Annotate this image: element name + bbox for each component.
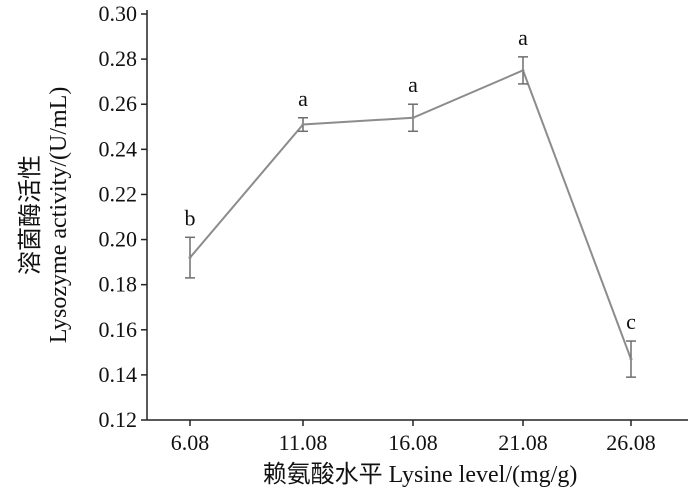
series: b a a a c <box>185 25 636 378</box>
significance-label: a <box>298 86 308 111</box>
significance-label: b <box>185 205 196 230</box>
x-tick-label: 6.08 <box>171 430 210 455</box>
data-point <box>301 123 305 127</box>
y-tick-label: 0.20 <box>99 227 138 252</box>
significance-label: a <box>408 72 418 97</box>
y-axis-title-cn: 溶菌酶活性 <box>17 155 44 275</box>
y-tick-label: 0.16 <box>99 317 138 342</box>
axes <box>146 10 688 421</box>
x-ticks: 6.08 11.08 16.08 21.08 26.08 <box>171 420 656 455</box>
y-tick-label: 0.30 <box>99 1 138 26</box>
data-point <box>521 68 525 72</box>
y-tick-label: 0.24 <box>99 136 138 161</box>
x-tick-label: 21.08 <box>498 430 548 455</box>
x-axis-title: 赖氨酸水平 Lysine level/(mg/g) <box>263 461 578 488</box>
series-line <box>189 69 632 360</box>
x-tick-label: 11.08 <box>279 430 328 455</box>
y-tick-label: 0.18 <box>99 272 138 297</box>
y-axis-title-en: Lysozyme activity/(U/mL) <box>46 87 72 344</box>
y-tick-label: 0.26 <box>99 91 138 116</box>
x-tick-label: 26.08 <box>606 430 656 455</box>
y-tick-label: 0.28 <box>99 46 138 71</box>
x-tick-label: 16.08 <box>388 430 438 455</box>
data-point <box>629 357 633 361</box>
data-point <box>188 256 192 260</box>
y-tick-label: 0.14 <box>99 362 138 387</box>
data-point <box>411 116 415 120</box>
significance-label: c <box>626 309 636 334</box>
y-tick-label: 0.22 <box>99 181 138 206</box>
significance-label: a <box>518 25 528 50</box>
y-ticks: 0.12 0.14 0.16 0.18 0.20 0.22 0.24 0.26 0.28 0.30 <box>99 1 147 432</box>
y-tick-label: 0.12 <box>99 407 138 432</box>
